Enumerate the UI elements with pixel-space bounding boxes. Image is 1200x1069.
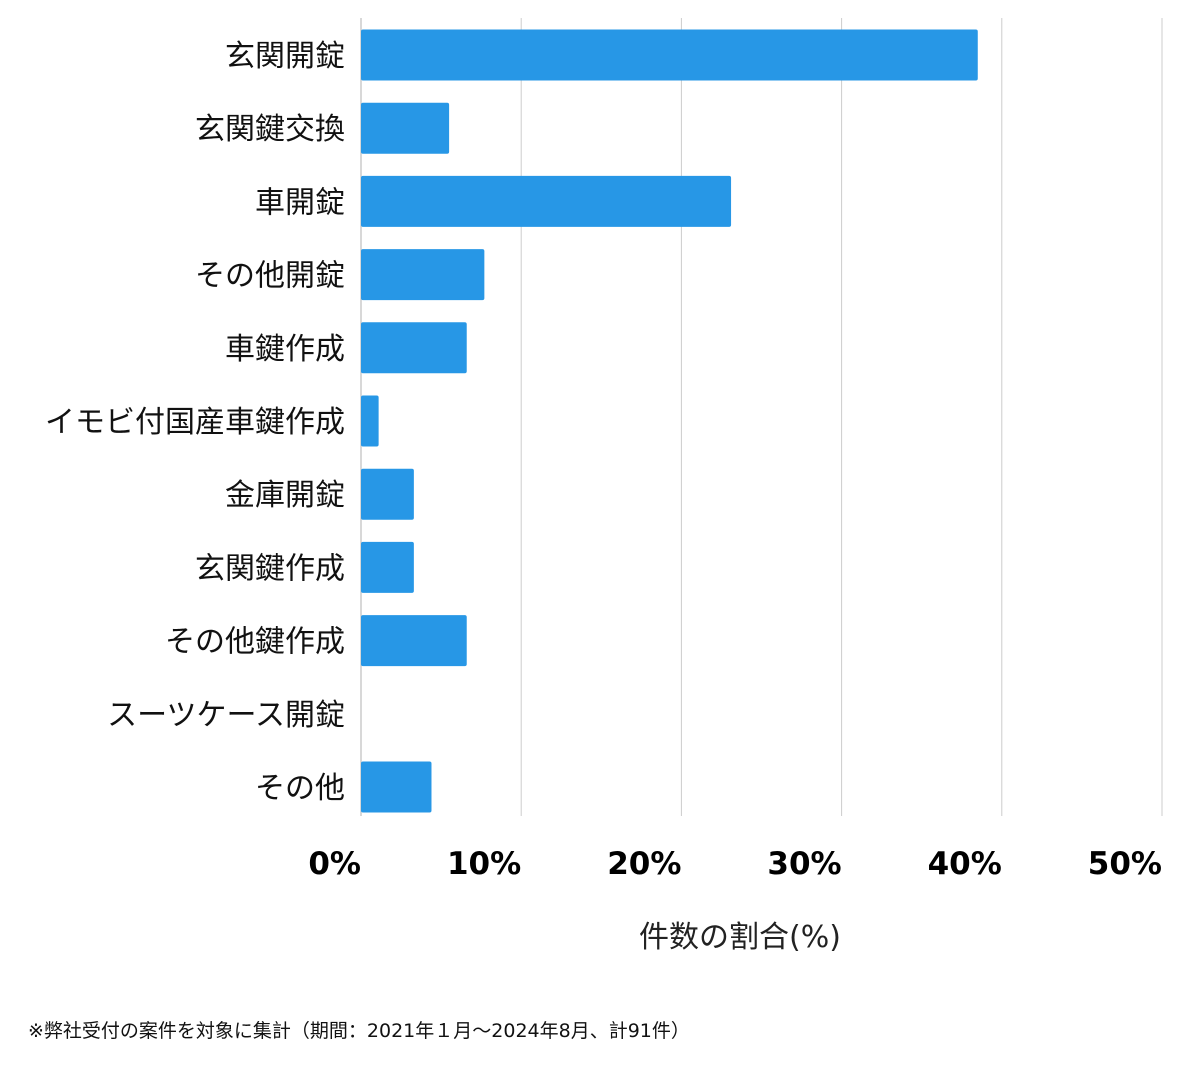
x-tick-label: 40%	[928, 846, 1002, 882]
bar	[361, 175, 732, 227]
category-label: その他開錠	[195, 259, 345, 294]
bar	[361, 249, 485, 301]
bar	[361, 29, 978, 81]
category-label: その他鍵作成	[165, 625, 345, 660]
x-tick-label: 20%	[607, 846, 681, 882]
category-label: イモビ付国産車鍵作成	[45, 405, 345, 440]
bar	[361, 468, 414, 520]
x-tick-label: 0%	[308, 846, 361, 882]
bar	[361, 541, 414, 593]
category-label: 玄関鍵作成	[195, 551, 345, 586]
category-label: 金庫開錠	[225, 478, 345, 513]
category-label: 車鍵作成	[225, 332, 345, 367]
bar	[361, 395, 379, 447]
category-labels: 玄関開錠玄関鍵交換車開錠その他開錠車鍵作成イモビ付国産車鍵作成金庫開錠玄関鍵作成…	[45, 39, 345, 806]
category-label: 玄関開錠	[225, 39, 345, 74]
x-tick-label: 50%	[1088, 846, 1162, 882]
footnote: ※弊社受付の案件を対象に集計（期間：2021年１月～2024年8月、計91件）	[28, 1020, 690, 1042]
gridlines	[360, 18, 1163, 816]
x-tick-labels: 0% 10% 20% 30% 40% 50%	[308, 846, 1162, 882]
x-axis-title: 件数の割合(%)	[639, 920, 841, 955]
category-label: スーツケース開錠	[107, 698, 345, 733]
x-tick-label: 10%	[447, 846, 521, 882]
bar	[361, 615, 467, 667]
category-label: 車開錠	[255, 185, 345, 220]
bars	[361, 29, 978, 813]
bar	[361, 322, 467, 374]
bar	[361, 102, 450, 154]
category-label: 玄関鍵交換	[195, 112, 345, 147]
category-label: その他	[255, 771, 345, 806]
bar	[361, 761, 432, 813]
x-tick-label: 30%	[767, 846, 841, 882]
